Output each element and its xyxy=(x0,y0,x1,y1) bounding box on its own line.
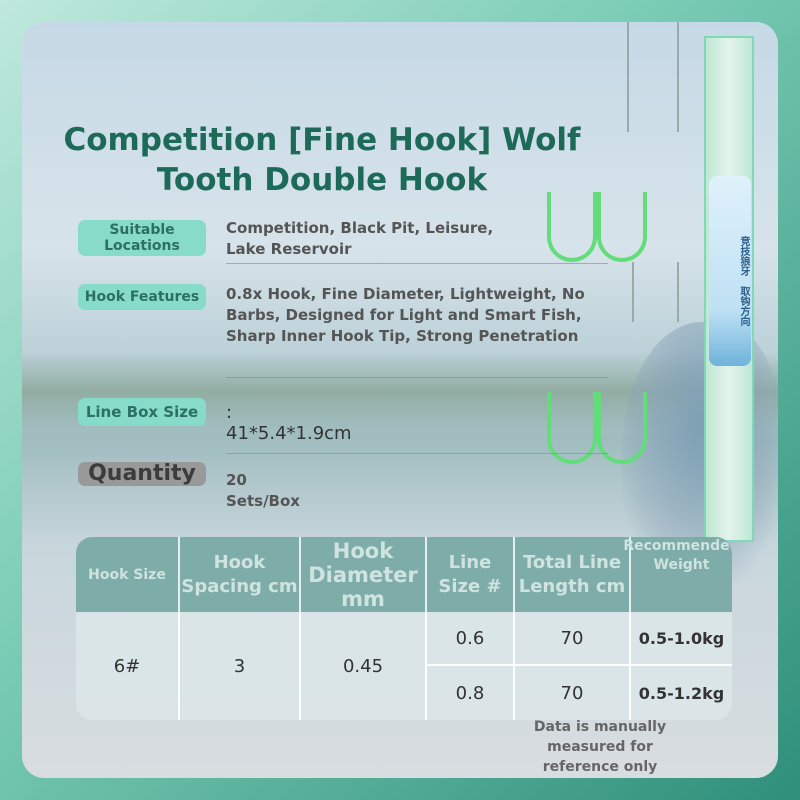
cell-weight: 0.5-1.2kg xyxy=(638,683,725,703)
product-card: 竞技狼牙 取钩方向 Competition [Fine Hook] Wolf To… xyxy=(22,22,778,778)
spec-value: Competition, Black Pit, Leisure, Lake Re… xyxy=(226,219,494,258)
page-title: Competition [Fine Hook] Wolf Tooth Double… xyxy=(42,120,602,200)
box-direction-text: 取钩方向 xyxy=(738,286,749,326)
line-box-image: 竞技狼牙 取钩方向 xyxy=(704,36,754,542)
header-weight: Recommended Weight xyxy=(623,538,732,573)
spec-label: Quantity xyxy=(78,462,206,486)
header-hook-diameter: Hook Diameter mm xyxy=(301,537,427,612)
cell-hook-diameter: 0.45 xyxy=(301,612,427,720)
box-brand-text: 竞技狼牙 xyxy=(738,236,749,276)
header-hook-size: Hook Size xyxy=(76,537,180,612)
title-line: Competition [Fine Hook] Wolf xyxy=(63,122,581,158)
cell-line-size: 0.8 xyxy=(427,666,515,720)
header-line-length: Total Line Length cm xyxy=(515,537,631,612)
divider xyxy=(226,377,608,378)
spec-label: Line Box Size xyxy=(78,398,206,426)
hook-image xyxy=(547,392,597,464)
spec-value: 0.8x Hook, Fine Diameter, Lightweight, N… xyxy=(226,285,585,345)
measurement-note: Data is manually measured for reference … xyxy=(533,719,667,775)
divider xyxy=(226,263,608,264)
title-line: Tooth Double Hook xyxy=(156,162,488,198)
hook-image xyxy=(597,392,647,464)
line-wire xyxy=(677,22,679,132)
line-wire xyxy=(627,22,629,132)
spec-value: : 41*5.4*1.9cm xyxy=(226,402,352,444)
hook-image xyxy=(597,192,647,262)
header-line-size: Line Size # xyxy=(427,537,515,612)
header-hook-spacing: Hook Spacing cm xyxy=(180,537,301,612)
spec-label: Suitable Locations xyxy=(78,220,206,256)
line-wire xyxy=(677,262,679,322)
spec-label: Hook Features xyxy=(78,284,206,310)
divider xyxy=(226,453,608,454)
line-wire xyxy=(632,262,634,322)
cell-line-size: 0.6 xyxy=(427,612,515,666)
cell-weight: 0.5-1.0kg xyxy=(631,612,732,666)
cell-line-length: 70 xyxy=(515,612,631,666)
cell-line-length: 70 xyxy=(515,666,631,720)
spec-table: Hook Size Hook Spacing cm Hook Diameter … xyxy=(76,537,732,720)
cell-hook-spacing: 3 xyxy=(180,612,301,720)
table-header: Hook Size Hook Spacing cm Hook Diameter … xyxy=(76,537,732,612)
box-label: 竞技狼牙 取钩方向 xyxy=(709,176,751,366)
spec-value: 20 Sets/Box xyxy=(226,471,300,510)
hook-image xyxy=(547,192,597,262)
cell-hook-size: 6# xyxy=(76,612,180,720)
